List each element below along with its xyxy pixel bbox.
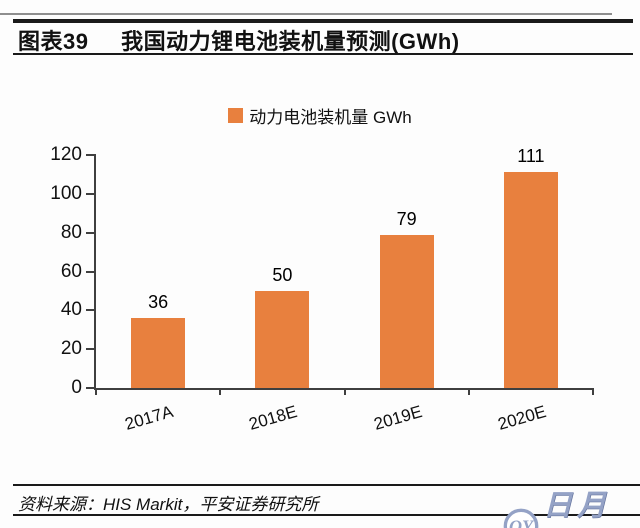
logo-text: 日月辰 xyxy=(543,490,612,522)
top-faint-divider xyxy=(0,13,612,15)
x-tick-mark xyxy=(467,388,470,395)
watermark-logo: QY 日月辰 xyxy=(502,486,640,528)
bar xyxy=(255,291,310,388)
y-tick-label: 40 xyxy=(60,299,82,321)
y-tick-mark xyxy=(86,270,94,273)
chart-legend: 动力电池装机量 GWh xyxy=(0,103,640,128)
bar-value-label: 36 xyxy=(148,292,169,312)
x-category-label: 2020E xyxy=(495,402,549,434)
header-rule-bottom xyxy=(13,53,633,55)
x-category-label: 2018E xyxy=(247,402,300,434)
x-tick-mark xyxy=(219,388,222,395)
y-axis-line xyxy=(94,154,96,390)
y-tick-mark xyxy=(86,231,94,234)
bar-value-label: 111 xyxy=(517,146,545,166)
y-tick-mark xyxy=(86,192,94,195)
figure-number: 图表39 xyxy=(18,29,89,54)
figure-title: 我国动力锂电池装机量预测(GWh) xyxy=(121,29,460,54)
bar-value-label: 50 xyxy=(272,265,293,285)
legend-label: 动力电池装机量 GWh xyxy=(249,108,412,127)
logo-monogram: QY xyxy=(509,517,535,528)
footer-rule-top xyxy=(13,484,640,486)
x-tick-mark xyxy=(95,388,97,395)
y-tick-mark xyxy=(86,387,94,389)
legend-swatch-icon xyxy=(228,108,244,123)
bar xyxy=(131,318,186,388)
footer-rule-bottom xyxy=(13,514,640,516)
x-category-label: 2019E xyxy=(371,402,424,434)
bar-value-label: 79 xyxy=(396,209,417,229)
y-tick-mark xyxy=(86,348,94,351)
y-tick-label: 80 xyxy=(60,221,82,243)
bar xyxy=(379,235,434,388)
y-tick-label: 60 xyxy=(60,260,82,282)
x-tick-mark xyxy=(592,388,594,395)
y-tick-label: 0 xyxy=(71,377,82,398)
source-text: 资料来源：HIS Markit，平安证券研究所 xyxy=(18,495,319,514)
logo-circle-icon: QY xyxy=(503,508,539,528)
y-tick-label: 20 xyxy=(60,338,82,360)
x-category-label: 2017A xyxy=(122,402,176,434)
y-tick-mark xyxy=(86,154,94,156)
header-rule-top xyxy=(13,19,633,23)
y-tick-mark xyxy=(86,309,94,312)
y-tick-label: 120 xyxy=(50,144,82,165)
x-axis-line xyxy=(94,388,593,390)
y-tick-label: 100 xyxy=(50,182,82,204)
x-tick-mark xyxy=(343,388,346,395)
figure-header: 图表39 我国动力锂电池装机量预测(GWh) xyxy=(18,24,460,56)
bar xyxy=(503,172,558,388)
